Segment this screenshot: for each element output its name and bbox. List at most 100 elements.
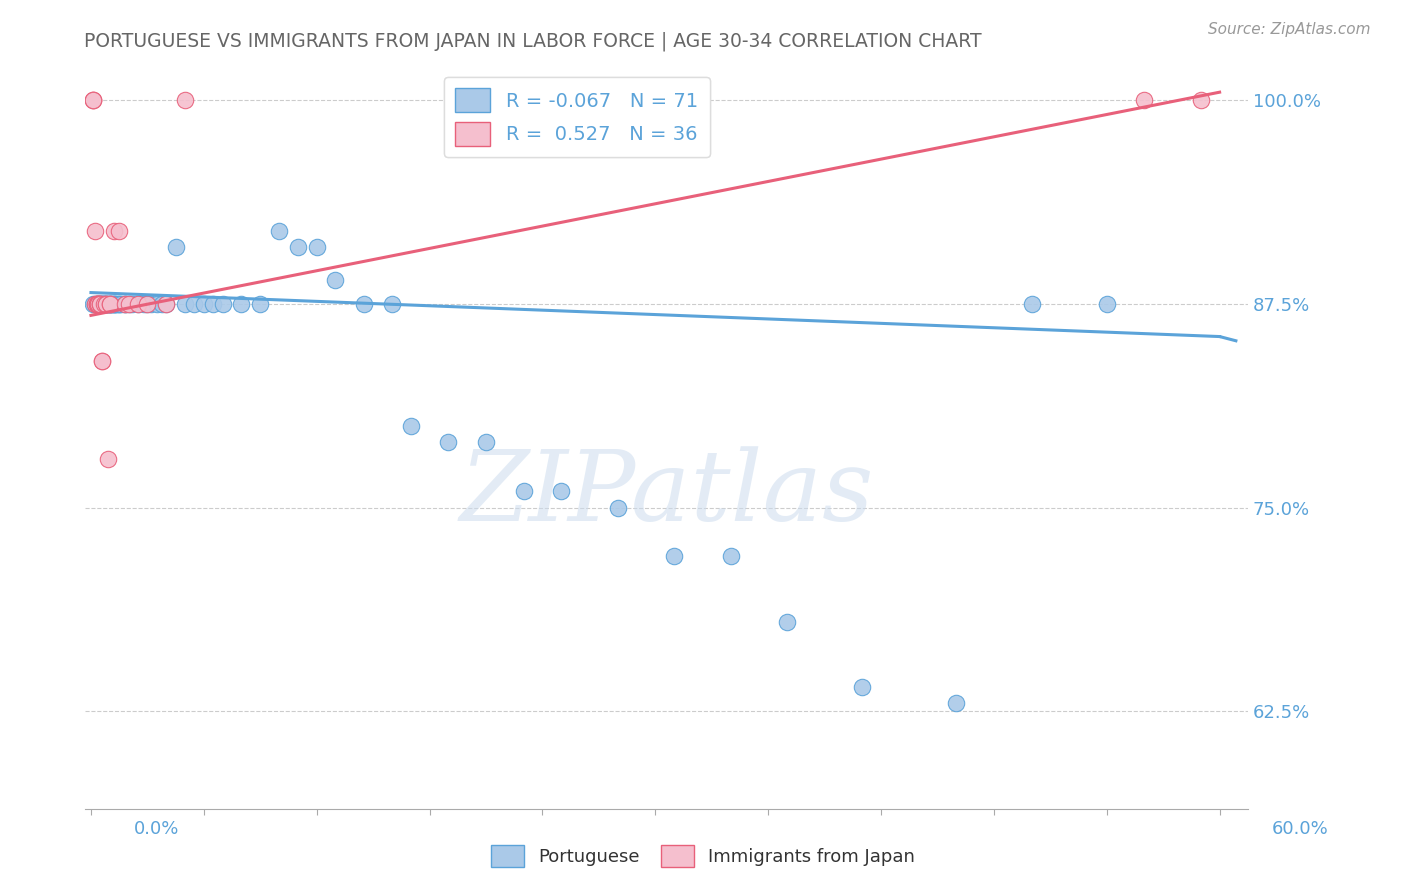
Point	[267, 224, 290, 238]
Point	[127, 297, 149, 311]
Point	[89, 297, 111, 311]
Point	[399, 419, 422, 434]
Point	[97, 451, 120, 466]
Point	[121, 297, 143, 311]
Point	[94, 297, 117, 311]
Point	[114, 297, 136, 311]
Point	[103, 297, 125, 311]
Point	[93, 297, 115, 311]
Point	[202, 297, 225, 311]
Point	[152, 297, 174, 311]
Point	[146, 297, 169, 311]
Point	[720, 549, 742, 564]
Point	[98, 297, 121, 311]
Point	[98, 297, 121, 311]
Point	[89, 297, 111, 311]
Point	[114, 297, 136, 311]
Point	[89, 297, 111, 311]
Point	[662, 549, 685, 564]
Point	[89, 297, 111, 311]
Legend: Portuguese, Immigrants from Japan: Portuguese, Immigrants from Japan	[484, 838, 922, 874]
Point	[287, 240, 309, 254]
Point	[86, 297, 108, 311]
Point	[1095, 297, 1118, 311]
Point	[945, 696, 967, 710]
Point	[82, 93, 104, 107]
Point	[437, 435, 460, 450]
Point	[249, 297, 271, 311]
Point	[103, 297, 125, 311]
Point	[82, 93, 104, 107]
Point	[83, 297, 105, 311]
Point	[87, 297, 110, 311]
Point	[139, 297, 162, 311]
Point	[305, 240, 328, 254]
Point	[512, 484, 534, 499]
Point	[97, 297, 120, 311]
Point	[104, 297, 127, 311]
Point	[87, 297, 110, 311]
Point	[325, 272, 347, 286]
Point	[183, 297, 205, 311]
Point	[91, 354, 114, 368]
Point	[1189, 93, 1212, 107]
Point	[475, 435, 498, 450]
Point	[136, 297, 159, 311]
Point	[132, 297, 155, 311]
Point	[93, 297, 115, 311]
Point	[98, 297, 121, 311]
Point	[1133, 93, 1156, 107]
Point	[103, 224, 125, 238]
Point	[776, 615, 799, 629]
Text: 0.0%: 0.0%	[134, 820, 179, 838]
Point	[165, 240, 187, 254]
Point	[86, 297, 108, 311]
Point	[94, 297, 117, 311]
Legend: R = -0.067   N = 71, R =  0.527   N = 36: R = -0.067 N = 71, R = 0.527 N = 36	[444, 77, 710, 157]
Point	[155, 297, 177, 311]
Point	[127, 297, 149, 311]
Point	[231, 297, 253, 311]
Point	[83, 297, 105, 311]
Point	[108, 297, 131, 311]
Point	[86, 297, 108, 311]
Point	[108, 224, 131, 238]
Point	[82, 93, 104, 107]
Point	[381, 297, 404, 311]
Point	[94, 297, 117, 311]
Point	[100, 297, 122, 311]
Point	[91, 297, 114, 311]
Point	[83, 224, 105, 238]
Point	[114, 297, 136, 311]
Point	[174, 297, 197, 311]
Point	[91, 354, 114, 368]
Point	[108, 297, 131, 311]
Point	[82, 297, 104, 311]
Point	[174, 93, 197, 107]
Text: 60.0%: 60.0%	[1272, 820, 1329, 838]
Point	[98, 297, 121, 311]
Point	[87, 297, 110, 311]
Point	[91, 297, 114, 311]
Point	[606, 500, 628, 515]
Point	[1021, 297, 1043, 311]
Text: PORTUGUESE VS IMMIGRANTS FROM JAPAN IN LABOR FORCE | AGE 30-34 CORRELATION CHART: PORTUGUESE VS IMMIGRANTS FROM JAPAN IN L…	[84, 31, 981, 51]
Point	[117, 297, 139, 311]
Point	[155, 297, 177, 311]
Point	[193, 297, 215, 311]
Point	[211, 297, 233, 311]
Point	[117, 297, 139, 311]
Point	[93, 297, 115, 311]
Text: Source: ZipAtlas.com: Source: ZipAtlas.com	[1208, 22, 1371, 37]
Point	[87, 297, 110, 311]
Point	[136, 297, 159, 311]
Point	[86, 297, 108, 311]
Point	[89, 297, 111, 311]
Text: ZIPatlas: ZIPatlas	[460, 447, 873, 542]
Point	[100, 297, 122, 311]
Point	[104, 297, 127, 311]
Point	[98, 297, 121, 311]
Point	[353, 297, 375, 311]
Point	[110, 297, 132, 311]
Point	[97, 297, 120, 311]
